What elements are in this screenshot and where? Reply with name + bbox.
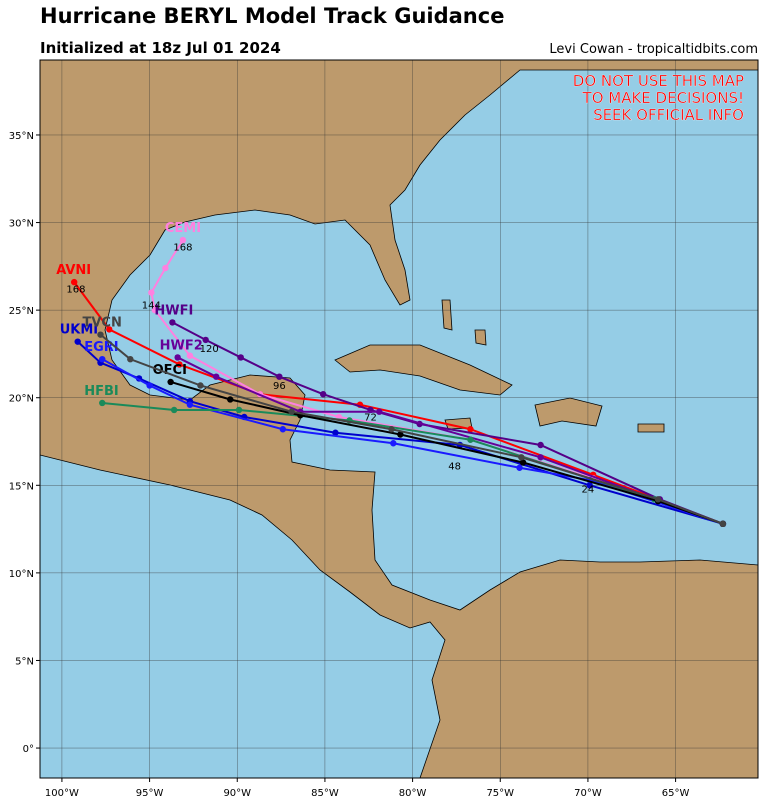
track-point [170,406,178,414]
track-point [174,354,181,361]
track-line [171,321,724,525]
track-point [279,426,287,433]
x-tick-label: 70°W [574,788,602,799]
y-tick-label: 35°N [9,131,34,142]
track-point [99,399,106,407]
model-label: HWFI [154,303,193,318]
track-point [146,382,153,389]
model-label: HFBI [84,384,119,399]
track-point [537,454,544,461]
warning-text: SEEK OFFICIAL INFO [593,106,744,124]
track-point [654,496,662,503]
subtitle: Initialized at 18z Jul 01 2024 [40,39,281,57]
track-point [516,464,523,471]
track-point [176,361,183,368]
track-point [319,391,327,398]
title: Hurricane BERYL Model Track Guidance [40,4,504,28]
y-tick-label: 20°N [9,394,34,405]
track-point [388,426,395,433]
track-point [179,236,187,244]
frame [39,59,759,779]
track-point [74,338,81,345]
y-tick-label: 25°N [9,306,34,317]
track-point [235,406,243,414]
track-point [197,382,204,389]
y-tick-label: 30°N [9,219,34,230]
model-label: OFCI [153,363,187,378]
track-point [127,355,134,363]
y-tick-label: 15°N [9,481,34,492]
track-point [376,408,383,415]
model-label: AVNI [56,263,91,278]
forecast-hour: 48 [448,462,461,473]
track-line [99,333,724,525]
forecast-hour: 144 [142,300,161,311]
x-tick-label: 65°W [662,788,690,799]
puerto-rico [637,423,665,433]
track-point [99,355,106,363]
model-label: TVCN [82,316,121,331]
bahamas [441,299,487,346]
x-tick-label: 75°W [486,788,514,799]
track-point [202,336,209,344]
track-point [537,441,544,449]
track-point [167,378,174,386]
y-tick-label: 5°N [15,656,34,667]
track-point [332,429,339,436]
track-point [186,401,194,408]
track-point [151,306,159,314]
track-point [186,352,194,359]
x-tick-label: 100°W [45,788,79,799]
x-tick-label: 80°W [399,788,427,799]
forecast-hour: 96 [273,381,286,392]
warning-text: TO MAKE DECISIONS! [582,89,744,107]
track-point [213,373,220,380]
forecast-hour: 72 [364,412,377,423]
cuba [334,344,513,396]
track-point [518,454,525,461]
track-point [288,408,295,415]
model-label: EGRI [84,340,118,355]
forecast-hour: 24 [582,484,595,495]
axes: 100°W 95°W 90°W 85°W 80°W 75°W 70°W 65°W 0° 5°N 10… [9,131,690,799]
forecast-hour: 168 [66,285,85,296]
forecast-hour: 120 [200,344,219,355]
track-point [397,431,404,438]
track-point [467,426,474,433]
track-point [519,459,527,466]
x-tick-label: 95°W [136,788,164,799]
track-point [169,319,176,326]
track-line [73,281,724,525]
hispaniola [534,397,603,427]
warning-text: DO NOT USE THIS MAP [573,72,744,90]
x-tick-label: 90°W [223,788,251,799]
y-tick-label: 0° [23,744,34,755]
credit: Levi Cowan - tropicaltidbits.com [549,42,758,57]
mainland [40,60,758,778]
model-label: CEMI [165,221,201,236]
track-point [227,396,234,403]
tracks: AVNI CEMI HWFI HWF2 UKMI EGRI HFBI OFCI TVCN 168 1… [56,221,727,528]
track-point [467,436,474,443]
track-point [148,289,155,296]
track-point [70,278,78,286]
model-label: HWF2 [160,338,203,353]
track-point [237,354,244,361]
track-point [390,440,397,447]
y-tick-label: 10°N [9,569,34,580]
model-label: UKMI [60,323,98,338]
grid [40,60,758,778]
track-point [106,326,113,333]
track-point [719,520,727,528]
x-tick-label: 85°W [311,788,339,799]
forecast-hour: 168 [173,243,192,254]
track-point [162,264,169,272]
track-point [276,373,283,380]
track-point [586,482,593,489]
track-point [97,331,104,338]
